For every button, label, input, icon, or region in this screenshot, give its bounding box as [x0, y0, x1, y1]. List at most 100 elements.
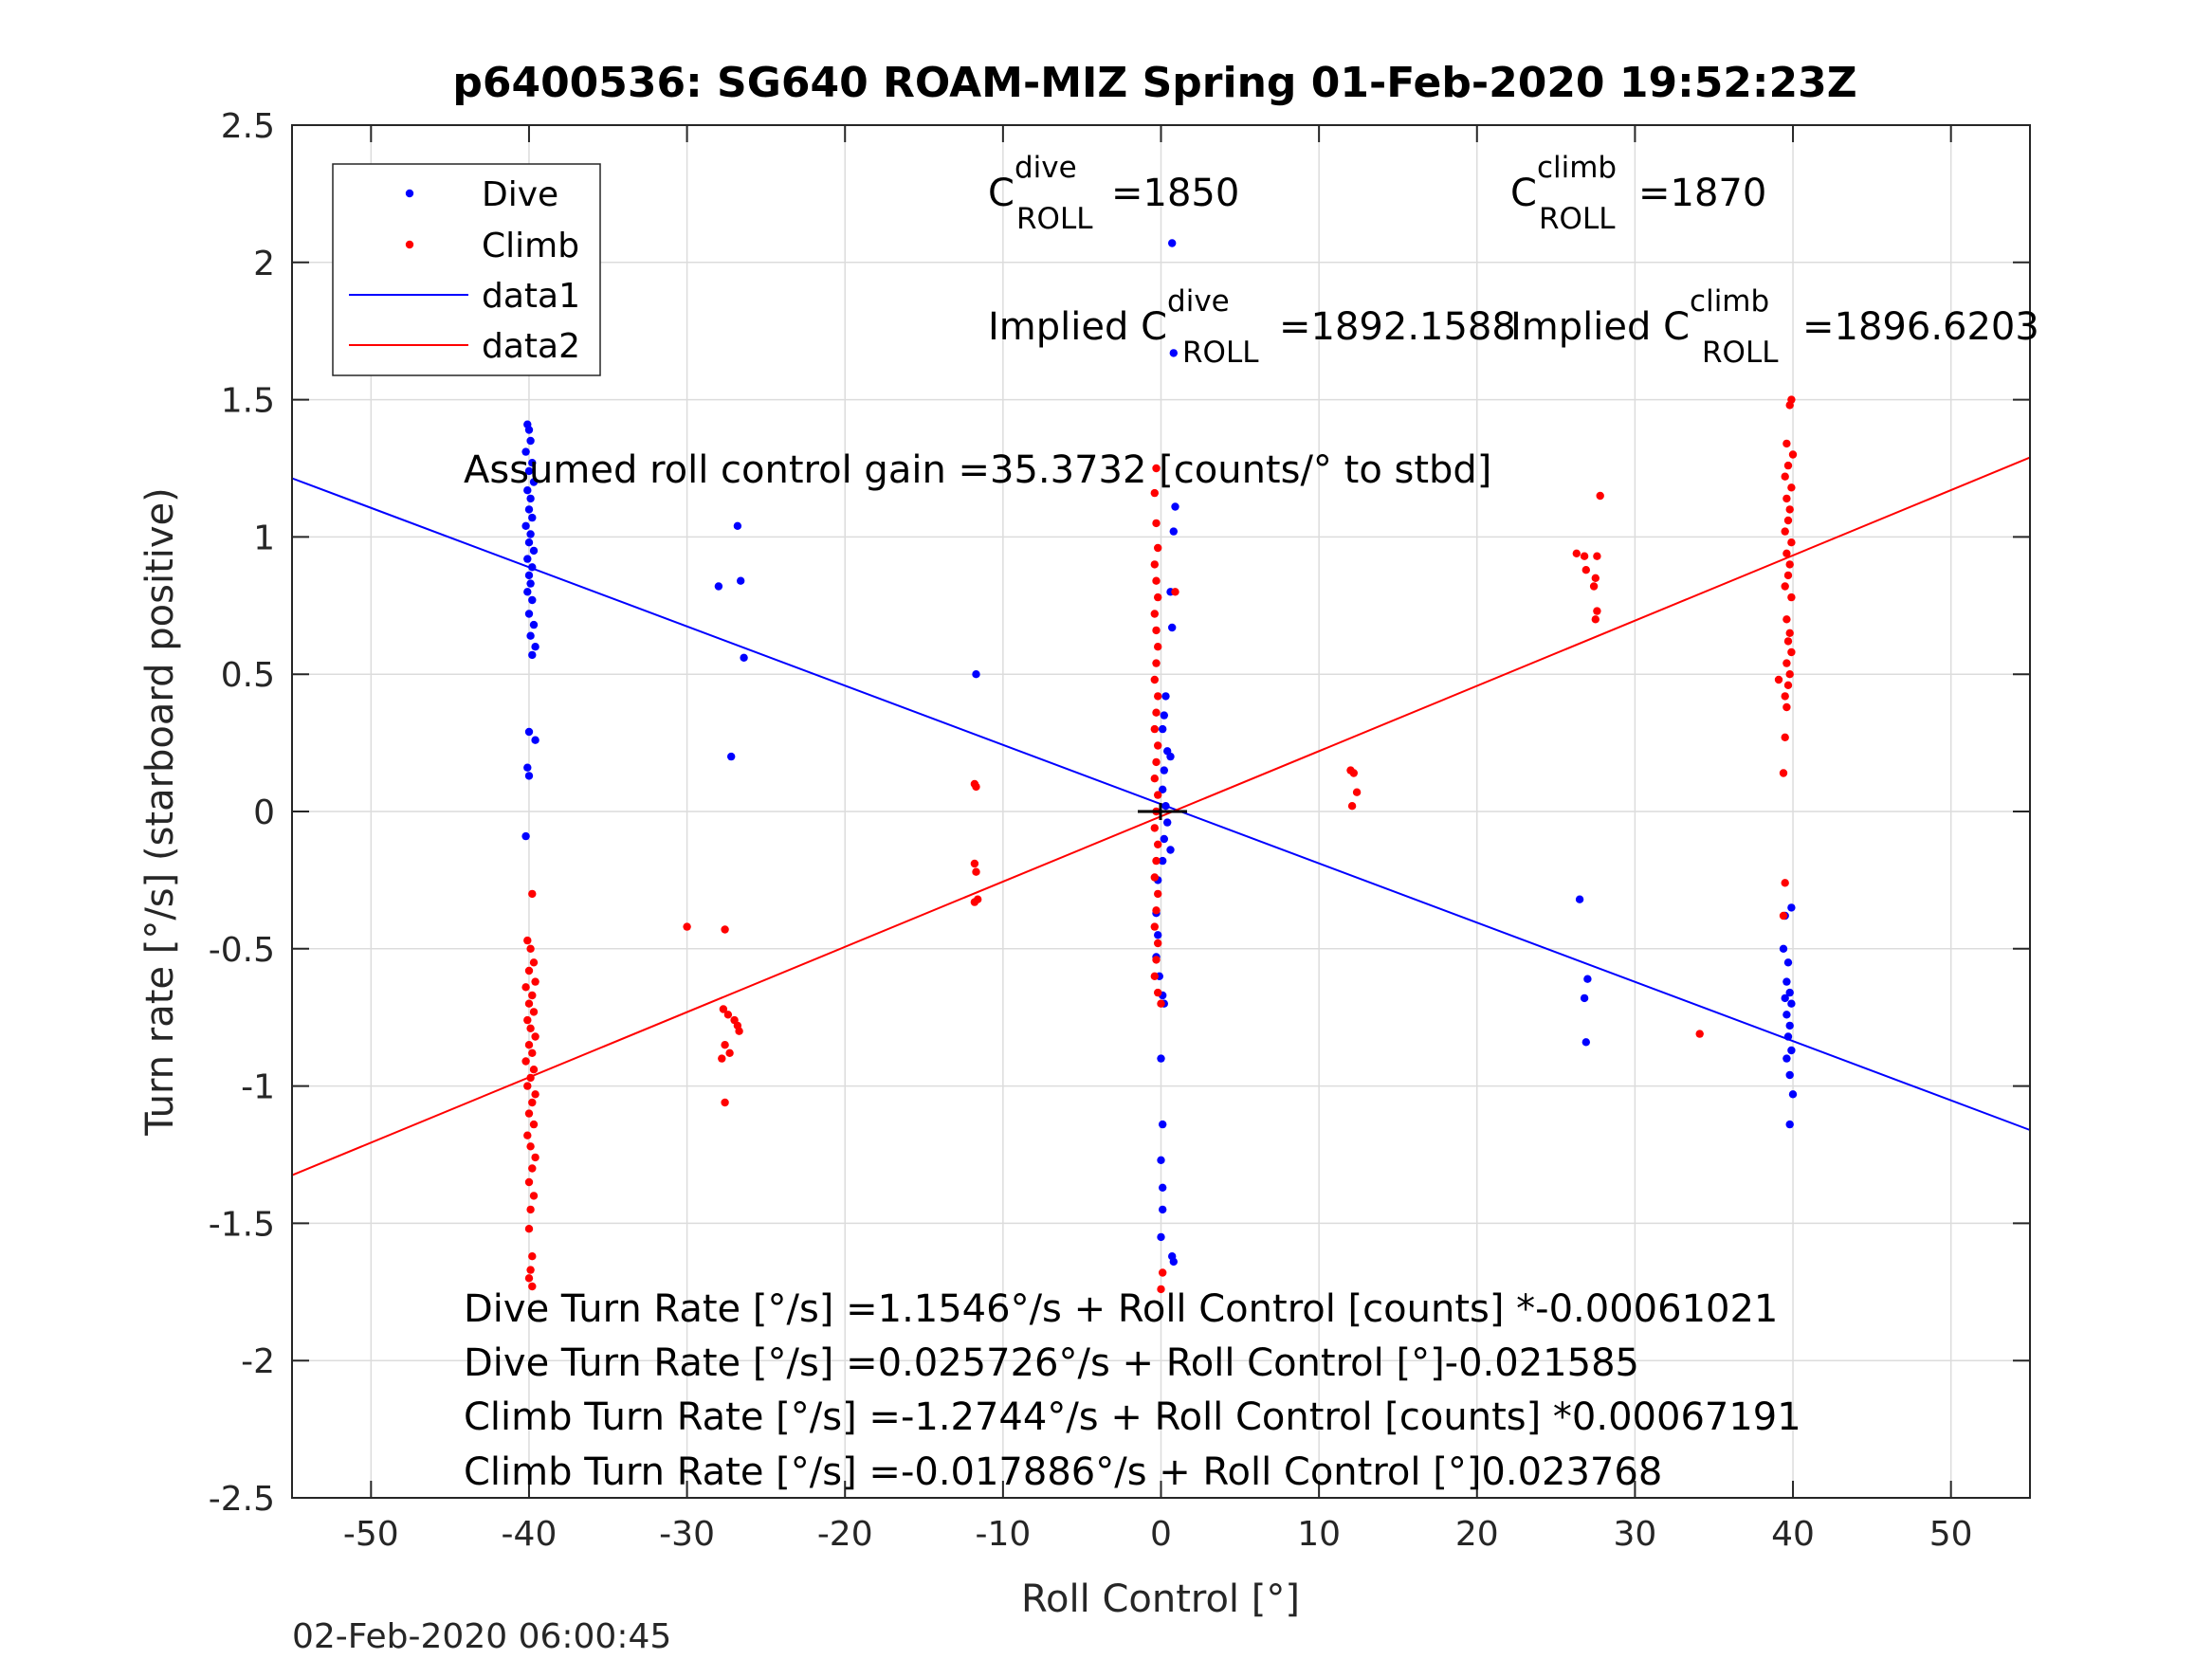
- point-dive: [1169, 349, 1179, 357]
- point-dive: [1583, 975, 1592, 983]
- point-climb: [528, 1048, 537, 1058]
- x-tick-label: -30: [659, 1515, 715, 1554]
- point-climb: [529, 1192, 539, 1200]
- point-climb: [1150, 724, 1160, 734]
- point-climb: [1782, 439, 1791, 448]
- point-climb: [528, 889, 537, 899]
- x-axis-ticks: -50 -40 -30 -20 -10 0 10 20 30 40 50: [343, 125, 1973, 1554]
- point-climb: [1589, 582, 1599, 591]
- point-dive: [1154, 931, 1162, 939]
- point-climb: [1781, 733, 1789, 741]
- x-tick-label: 10: [1297, 1515, 1341, 1554]
- point-dive: [714, 582, 723, 591]
- point-climb: [1154, 988, 1162, 997]
- legend-label-data2: data2: [482, 327, 580, 366]
- point-climb: [1152, 956, 1161, 964]
- point-climb: [528, 1164, 537, 1173]
- point-climb: [524, 1109, 534, 1118]
- point-dive: [523, 486, 532, 495]
- point-climb: [1782, 549, 1791, 557]
- point-climb: [529, 1120, 539, 1129]
- point-dive: [528, 459, 537, 467]
- point-dive: [521, 521, 530, 530]
- point-climb: [1591, 574, 1600, 582]
- point-climb: [529, 1066, 539, 1074]
- y-tick-label: -1: [241, 1068, 275, 1107]
- point-climb: [1152, 626, 1161, 635]
- point-dive: [1787, 903, 1796, 912]
- point-climb: [1150, 560, 1160, 569]
- point-climb: [528, 1282, 537, 1291]
- point-climb: [1154, 939, 1162, 948]
- point-dive: [529, 546, 539, 556]
- point-dive: [972, 670, 980, 679]
- point-dive: [1168, 239, 1177, 247]
- x-tick-label: 40: [1771, 1515, 1815, 1554]
- point-dive: [528, 650, 537, 660]
- point-climb: [1154, 791, 1162, 799]
- point-climb: [524, 966, 534, 975]
- point-dive: [1575, 895, 1584, 903]
- point-climb: [1152, 464, 1161, 473]
- point-climb: [1152, 576, 1161, 585]
- point-climb: [1150, 972, 1160, 981]
- point-climb: [721, 1041, 729, 1049]
- point-climb: [1783, 571, 1793, 580]
- point-climb: [1781, 879, 1789, 887]
- point-dive: [1157, 1054, 1165, 1063]
- fit-line-1: Dive Turn Rate [°/s] =1.1546°/s + Roll C…: [464, 1287, 1778, 1331]
- chart-title: p6400536: SG640 ROAM-MIZ Spring 01-Feb-2…: [452, 59, 1856, 107]
- point-climb: [1154, 543, 1162, 553]
- point-climb: [1154, 643, 1162, 651]
- point-dive: [1779, 944, 1788, 953]
- point-dive: [528, 563, 537, 572]
- point-dive: [524, 538, 534, 547]
- implied-c-roll-climb-label: Implied Cclimb ROLL=1896.6203: [1510, 284, 2039, 370]
- point-dive: [1169, 1257, 1179, 1267]
- point-climb: [719, 1005, 728, 1013]
- point-dive: [1783, 1032, 1793, 1041]
- point-climb: [1152, 519, 1161, 528]
- point-dive: [1787, 999, 1796, 1008]
- point-dive: [528, 595, 537, 605]
- point-dive: [1581, 1038, 1591, 1047]
- point-dive: [1157, 1156, 1165, 1165]
- point-climb: [526, 944, 535, 953]
- point-dive: [524, 727, 534, 737]
- point-climb: [1152, 708, 1161, 717]
- point-dive: [1159, 1183, 1167, 1193]
- point-climb: [1150, 675, 1160, 684]
- point-climb: [723, 1011, 733, 1019]
- point-dive: [1782, 1054, 1791, 1063]
- point-climb: [970, 859, 979, 868]
- fit-line-3: Climb Turn Rate [°/s] =-1.2744°/s + Roll…: [464, 1395, 1801, 1439]
- point-climb: [1782, 494, 1791, 503]
- c-roll-climb-label: Cclimb ROLL=1870: [1510, 151, 1766, 236]
- point-climb: [1785, 505, 1794, 514]
- x-tick-label: 0: [1150, 1515, 1172, 1554]
- point-dive: [531, 736, 539, 744]
- point-climb: [523, 1082, 532, 1090]
- legend-label-climb: Climb: [482, 227, 579, 265]
- point-dive: [1169, 527, 1179, 536]
- point-dive: [523, 588, 532, 596]
- point-climb: [1785, 670, 1794, 679]
- point-climb: [1779, 769, 1788, 777]
- y-tick-label: -1.5: [209, 1205, 275, 1244]
- point-climb: [1787, 647, 1796, 657]
- y-tick-label: 0: [253, 793, 275, 832]
- point-dive: [1788, 1090, 1798, 1099]
- x-tick-label: -20: [817, 1515, 873, 1554]
- point-dive: [524, 571, 534, 580]
- point-climb: [524, 1177, 534, 1187]
- point-dive: [1159, 1205, 1167, 1214]
- point-dive: [1782, 977, 1791, 986]
- point-climb: [523, 1131, 532, 1139]
- point-dive: [523, 555, 532, 563]
- c-roll-dive-label: Cdive ROLL=1850: [988, 151, 1239, 236]
- point-dive: [1781, 994, 1789, 1003]
- x-axis-label: Roll Control [°]: [1021, 1577, 1300, 1621]
- point-dive: [733, 521, 742, 530]
- x-tick-label: 20: [1455, 1515, 1499, 1554]
- point-climb: [725, 1048, 734, 1058]
